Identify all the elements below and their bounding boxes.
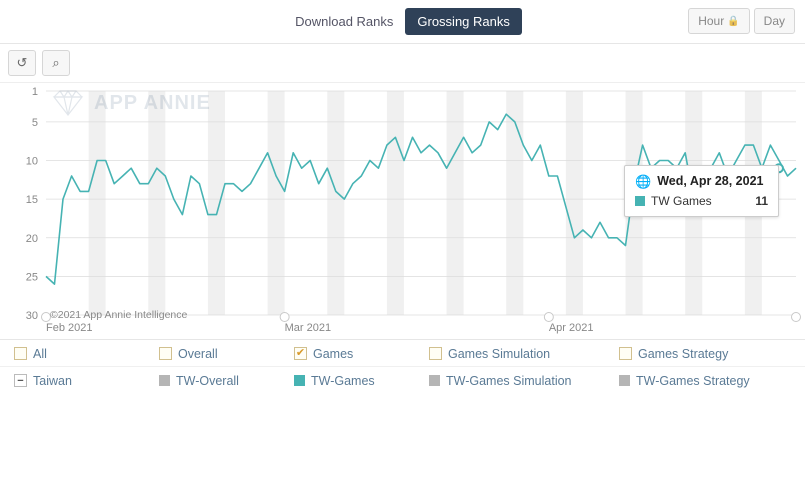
svg-text:30: 30 <box>26 310 38 322</box>
svg-text:10: 10 <box>26 156 38 168</box>
checkbox-icon <box>429 347 442 360</box>
series-swatch <box>294 375 305 386</box>
svg-text:15: 15 <box>26 194 38 206</box>
svg-text:1: 1 <box>32 86 38 98</box>
legend-item[interactable]: All <box>14 346 159 362</box>
legend-label: TW-Games Strategy <box>636 373 750 389</box>
hour-label: Hour <box>698 14 724 28</box>
series-swatch <box>619 375 630 386</box>
checkbox-icon <box>294 347 307 360</box>
magnify-icon: ⌕ <box>52 55 59 71</box>
hour-button[interactable]: Hour🔒 <box>688 8 749 34</box>
tooltip-swatch <box>635 196 645 206</box>
svg-text:20: 20 <box>26 233 38 245</box>
checkbox-icon <box>159 347 172 360</box>
series-swatch <box>159 375 170 386</box>
legend-label: TW-Overall <box>176 373 239 389</box>
legend-item[interactable]: Games <box>294 346 429 362</box>
tooltip-series: TW Games <box>651 194 712 208</box>
chart-controls: ↺ ⌕ <box>0 44 805 83</box>
tooltip-date: Wed, Apr 28, 2021 <box>657 174 763 188</box>
checkbox-icon <box>619 347 632 360</box>
legend-label: Games Strategy <box>638 346 728 362</box>
svg-text:25: 25 <box>26 271 38 283</box>
lock-icon: 🔒 <box>727 16 739 27</box>
reset-zoom-button[interactable]: ↺ <box>8 50 36 76</box>
legend: All Overall Games Games Simulation Games Str… <box>0 339 805 394</box>
legend-item[interactable]: TW-Games <box>294 373 429 389</box>
legend-label: Games <box>313 346 353 362</box>
undo-icon: ↺ <box>17 55 28 71</box>
legend-label: Games Simulation <box>448 346 550 362</box>
zoom-button[interactable]: ⌕ <box>42 50 70 76</box>
legend-label: TW-Games Simulation <box>446 373 572 389</box>
legend-label: Overall <box>178 346 218 362</box>
legend-series-row: −Taiwan TW-Overall TW-Games TW-Games Simula… <box>0 366 805 393</box>
legend-label: TW-Games <box>311 373 375 389</box>
svg-text:5: 5 <box>32 117 38 129</box>
toggle-icon: − <box>14 374 27 387</box>
day-button[interactable]: Day <box>754 8 795 34</box>
legend-item[interactable]: Overall <box>159 346 294 362</box>
legend-item[interactable]: TW-Overall <box>159 373 294 389</box>
tab-download-ranks[interactable]: Download Ranks <box>283 8 405 35</box>
legend-item[interactable]: −Taiwan <box>14 373 159 389</box>
svg-text:Feb 2021: Feb 2021 <box>46 322 92 334</box>
legend-item[interactable]: Games Strategy <box>619 346 791 362</box>
tooltip-value: 11 <box>755 194 768 208</box>
series-swatch <box>429 375 440 386</box>
legend-item[interactable]: TW-Games Simulation <box>429 373 619 389</box>
legend-item[interactable]: Games Simulation <box>429 346 619 362</box>
checkbox-icon <box>14 347 27 360</box>
legend-label: Taiwan <box>33 373 72 389</box>
svg-text:Apr 2021: Apr 2021 <box>549 322 594 334</box>
chart-area: APP ANNIE 151015202530Feb 2021Mar 2021Ap… <box>0 83 805 339</box>
tab-grossing-ranks[interactable]: Grossing Ranks <box>405 8 521 35</box>
top-bar: Download Ranks Grossing Ranks Hour🔒 Day <box>0 0 805 44</box>
time-granularity: Hour🔒 Day <box>688 8 795 34</box>
legend-label: All <box>33 346 47 362</box>
chart-tooltip: 🌐 Wed, Apr 28, 2021 TW Games 11 <box>624 165 779 217</box>
legend-header-row: All Overall Games Games Simulation Games Str… <box>0 340 805 366</box>
legend-item[interactable]: TW-Games Strategy <box>619 373 791 389</box>
globe-icon: 🌐 <box>635 175 651 188</box>
svg-text:Mar 2021: Mar 2021 <box>285 322 331 334</box>
rank-type-tabs: Download Ranks Grossing Ranks <box>283 8 522 35</box>
